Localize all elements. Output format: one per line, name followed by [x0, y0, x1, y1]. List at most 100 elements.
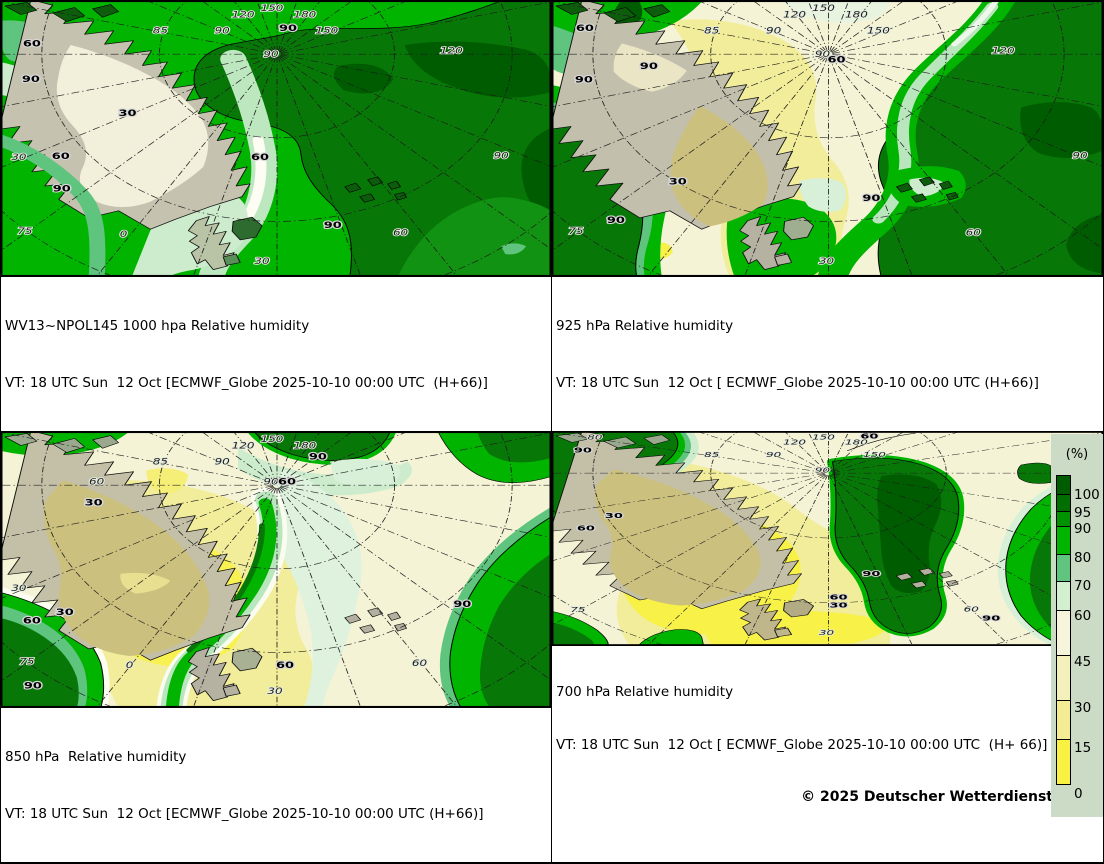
colorbar-swatch [1056, 475, 1071, 495]
caption-1000hpa: WV13~NPOL145 1000 hpa Relative humidity … [1, 276, 551, 431]
graticule-label: 150 [812, 434, 835, 441]
graticule-label: 85 [153, 457, 169, 467]
graticule-label: 30 [11, 152, 27, 162]
panel-925hpa: 150 120 180 150 90 85 90 120 90 60 30 75 60 90 90 60 30 9… [552, 1, 1103, 432]
colorbar-tick-label: 45 [1074, 654, 1092, 670]
contour-label: 90 [574, 446, 592, 454]
colorbar: (%) 100 95 90 80 70 60 45 30 15 0 [1051, 434, 1103, 817]
graticule-label: 75 [570, 607, 585, 614]
colorbar-swatch [1056, 581, 1071, 611]
graticule-label: 120 [783, 439, 806, 446]
panel-validtime: VT: 18 UTC Sun 12 Oct [ECMWF_Globe 2025-… [5, 806, 484, 822]
graticule-label: 120 [992, 46, 1015, 56]
humidity-field [1, 432, 551, 707]
colorbar-tick-label: 15 [1074, 740, 1092, 756]
graticule-label: 180 [845, 10, 868, 20]
contour-label: 60 [23, 38, 41, 49]
contour-label: 60 [577, 524, 595, 532]
colorbar-swatch [1056, 655, 1071, 701]
contour-label: 30 [605, 512, 623, 520]
graticule-label: 30 [254, 257, 270, 267]
graticule-label: 85 [153, 26, 169, 36]
graticule-label: 75 [17, 227, 33, 237]
contour-label: 60 [52, 151, 70, 162]
contour-label: 90 [640, 61, 658, 72]
graticule-label: 60 [964, 606, 979, 613]
graticule-label: 150 [261, 435, 284, 445]
graticule-label: 85 [704, 452, 719, 459]
graticule-label: 0 [126, 661, 134, 671]
panel-700hpa: 150 120 180 85 90 150 90 80 75 30 60 90 60 90 60 30 30 60… [552, 432, 1103, 862]
contour-label: 90 [862, 193, 880, 204]
panel-title: WV13~NPOL145 1000 hpa Relative humidity [5, 318, 310, 334]
graticule-label: 30 [267, 687, 283, 697]
colorbar-tick-label: 95 [1074, 505, 1092, 521]
contour-label: 30 [829, 602, 847, 610]
graticule-label: 90 [766, 452, 781, 459]
contour-label: 60 [829, 593, 847, 601]
contour-label: 30 [56, 607, 74, 618]
contour-label: 90 [575, 74, 593, 85]
humidity-field [1, 1, 551, 276]
graticule-label: 150 [867, 26, 890, 36]
colorbar-swatch [1056, 700, 1071, 740]
panel-850hpa: 150 120 180 90 85 90 60 30 75 0 30 60 60 30 30 60 90 90 60… [1, 432, 552, 862]
map-frame [552, 1, 1103, 276]
graticule-label: 30 [819, 257, 835, 267]
graticule-label: 90 [815, 50, 831, 60]
colorbar-swatch [1056, 554, 1071, 582]
graticule-label: 90 [766, 26, 782, 36]
colorbar-swatch [1056, 494, 1071, 512]
graticule-label: 60 [412, 659, 428, 669]
panel-title: 850 hPa Relative humidity [5, 749, 187, 765]
graticule-label: 90 [815, 467, 830, 474]
contour-label: 90 [607, 215, 625, 226]
graticule-label: 85 [704, 26, 720, 36]
graticule-label: 0 [120, 230, 128, 240]
colorbar-unit: (%) [1065, 447, 1089, 462]
graticule-label: 80 [587, 434, 602, 441]
colorbar-tick-label: 70 [1074, 578, 1092, 594]
graticule [1, 1, 551, 276]
panel-validtime: VT: 18 UTC Sun 12 Oct [ECMWF_Globe 2025-… [5, 375, 488, 391]
panel-validtime: VT: 18 UTC Sun 12 Oct [ ECMWF_Globe 2025… [556, 375, 1039, 391]
graticule-label: 90 [1072, 151, 1088, 161]
caption-850hpa: 850 hPa Relative humidity VT: 18 UTC Sun… [1, 707, 551, 862]
graticule-label: 150 [812, 4, 835, 14]
contour-label: 90 [324, 220, 342, 231]
graticule [552, 1, 1103, 276]
colorbar-tick-label: 0 [1074, 786, 1083, 802]
contour-label: 60 [276, 660, 294, 671]
graticule-label: 150 [863, 452, 886, 459]
map-frame [1, 1, 551, 276]
colorbar-tick-label: 60 [1074, 608, 1092, 624]
caption-700hpa: 700 hPa Relative humidity VT: 18 UTC Sun… [552, 645, 1103, 862]
graticule-label: 60 [393, 228, 409, 238]
contour-label: 30 [85, 498, 103, 509]
contour-label: 90 [453, 599, 471, 610]
colorbar-tick-label: 90 [1074, 521, 1092, 537]
panel-1000hpa: 150 120 180 150 90 85 90 120 90 30 75 0 30 60 60 90 90 30… [1, 1, 552, 432]
colorbar-swatch [1056, 511, 1071, 527]
colorbar-swatch [1056, 526, 1071, 555]
colorbar-tick-label: 100 [1074, 487, 1100, 503]
colorbar-tick-label: 30 [1074, 700, 1092, 716]
contour-label: 60 [251, 152, 269, 163]
contour-label: 30 [119, 108, 137, 119]
graticule-label: 30 [11, 583, 27, 593]
contour-label: 90 [982, 614, 1000, 622]
contour-label: 30 [669, 176, 687, 187]
contour-label: 60 [576, 23, 594, 34]
graticule-label: 150 [315, 26, 338, 36]
contour-label: 90 [24, 680, 42, 691]
caption-925hpa: 925 hPa Relative humidity VT: 18 UTC Sun… [552, 276, 1103, 431]
graticule-label: 180 [293, 441, 316, 451]
graticule-label: 90 [263, 50, 279, 60]
graticule-label: 90 [215, 457, 231, 467]
colorbar-swatches [1056, 475, 1071, 785]
